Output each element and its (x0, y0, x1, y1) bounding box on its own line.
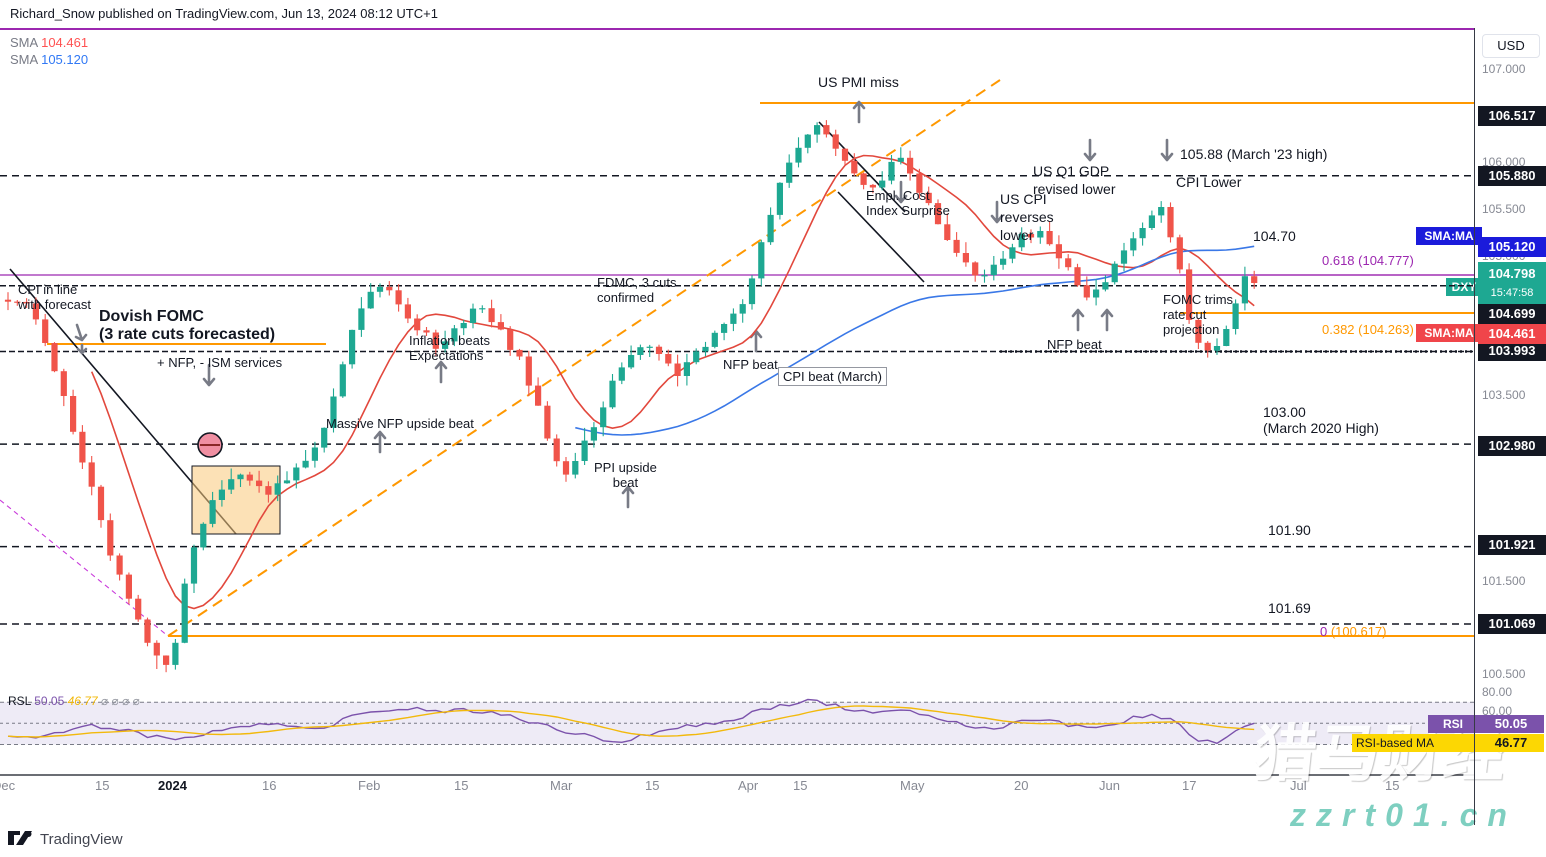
svg-text:TradingView: TradingView (40, 831, 123, 848)
